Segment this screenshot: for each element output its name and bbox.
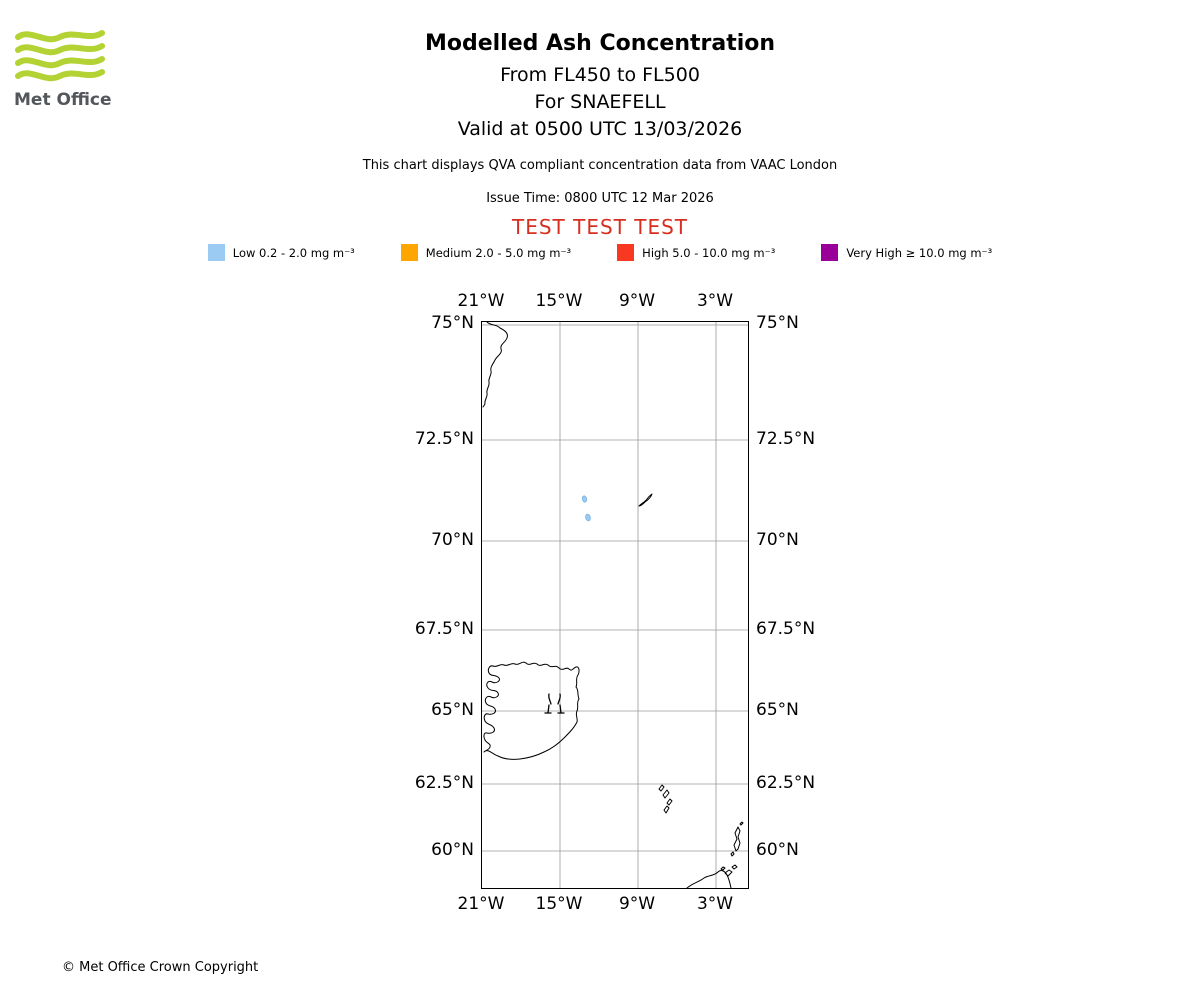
map-frame (481, 321, 749, 889)
lat-label-left-75n: 75°N (431, 313, 474, 333)
lat-label-left-72-5n: 72.5°N (414, 429, 474, 449)
shetland-islands (730, 821, 744, 857)
ash-patch (585, 513, 591, 522)
concentration-legend: Low 0.2 - 2.0 mg m⁻³ Medium 2.0 - 5.0 mg… (0, 244, 1200, 261)
volcano-marker (544, 693, 565, 714)
legend-label-high: High 5.0 - 10.0 mg m⁻³ (642, 245, 776, 260)
page-title: Modelled Ash Concentration (424, 31, 776, 56)
lat-label-left-60n: 60°N (431, 840, 474, 860)
iceland-coastline (483, 661, 580, 760)
lon-label-bottom-21w: 21°W (457, 894, 505, 914)
lat-label-right-75n: 75°N (756, 313, 799, 333)
legend-label-medium: Medium 2.0 - 5.0 mg m⁻³ (425, 245, 572, 260)
flight-level-subtitle: From FL450 to FL500 (500, 64, 700, 86)
lat-label-right-60n: 60°N (756, 840, 799, 860)
ash-patches-low (581, 495, 591, 522)
lat-label-left-65n: 65°N (431, 700, 474, 720)
volcano-subtitle: For SNAEFELL (534, 91, 666, 113)
lon-label-bottom-9w: 9°W (618, 894, 656, 914)
met-office-logo: Met Office (14, 28, 114, 110)
met-office-logo-text: Met Office (14, 90, 112, 110)
issue-time: Issue Time: 0800 UTC 12 Mar 2026 (486, 191, 714, 206)
legend-label-low: Low 0.2 - 2.0 mg m⁻³ (232, 245, 355, 260)
lat-label-right-67-5n: 67.5°N (756, 619, 816, 639)
ash-patch (581, 495, 588, 503)
lon-label-top-21w: 21°W (457, 291, 505, 311)
lon-label-top-3w: 3°W (696, 291, 734, 311)
met-office-wave-icon (15, 30, 105, 82)
lat-label-left-62-5n: 62.5°N (414, 773, 474, 793)
legend-swatch-very-high (821, 244, 839, 261)
legend-item-low: Low 0.2 - 2.0 mg m⁻³ (207, 244, 355, 261)
faroe-islands (658, 784, 673, 814)
legend-swatch-high (617, 244, 635, 261)
legend-swatch-low (207, 244, 225, 261)
scotland-coastline (686, 864, 738, 888)
map-canvas (482, 322, 748, 888)
lon-label-top-9w: 9°W (618, 291, 656, 311)
lon-label-top-15w: 15°W (535, 291, 583, 311)
lat-label-left-70n: 70°N (431, 530, 474, 550)
graticule-gridlines (482, 322, 748, 888)
lat-label-left-67-5n: 67.5°N (414, 619, 474, 639)
test-banner: TEST TEST TEST (511, 215, 688, 239)
lon-label-bottom-3w: 3°W (696, 894, 734, 914)
legend-label-very-high: Very High ≥ 10.0 mg m⁻³ (846, 245, 993, 260)
jan-mayen-island (638, 493, 653, 507)
crown-copyright: © Met Office Crown Copyright (62, 960, 259, 975)
legend-item-medium: Medium 2.0 - 5.0 mg m⁻³ (400, 244, 572, 261)
lat-label-right-62-5n: 62.5°N (756, 773, 816, 793)
qva-description: This chart displays QVA compliant concen… (362, 158, 838, 173)
legend-swatch-medium (400, 244, 418, 261)
lat-label-right-70n: 70°N (756, 530, 799, 550)
lon-label-bottom-15w: 15°W (535, 894, 583, 914)
legend-item-very-high: Very High ≥ 10.0 mg m⁻³ (821, 244, 992, 261)
legend-item-high: High 5.0 - 10.0 mg m⁻³ (617, 244, 775, 261)
valid-time-subtitle: Valid at 0500 UTC 13/03/2026 (457, 118, 743, 140)
greenland-coastline (482, 322, 508, 408)
lat-label-right-65n: 65°N (756, 700, 799, 720)
lat-label-right-72-5n: 72.5°N (756, 429, 816, 449)
